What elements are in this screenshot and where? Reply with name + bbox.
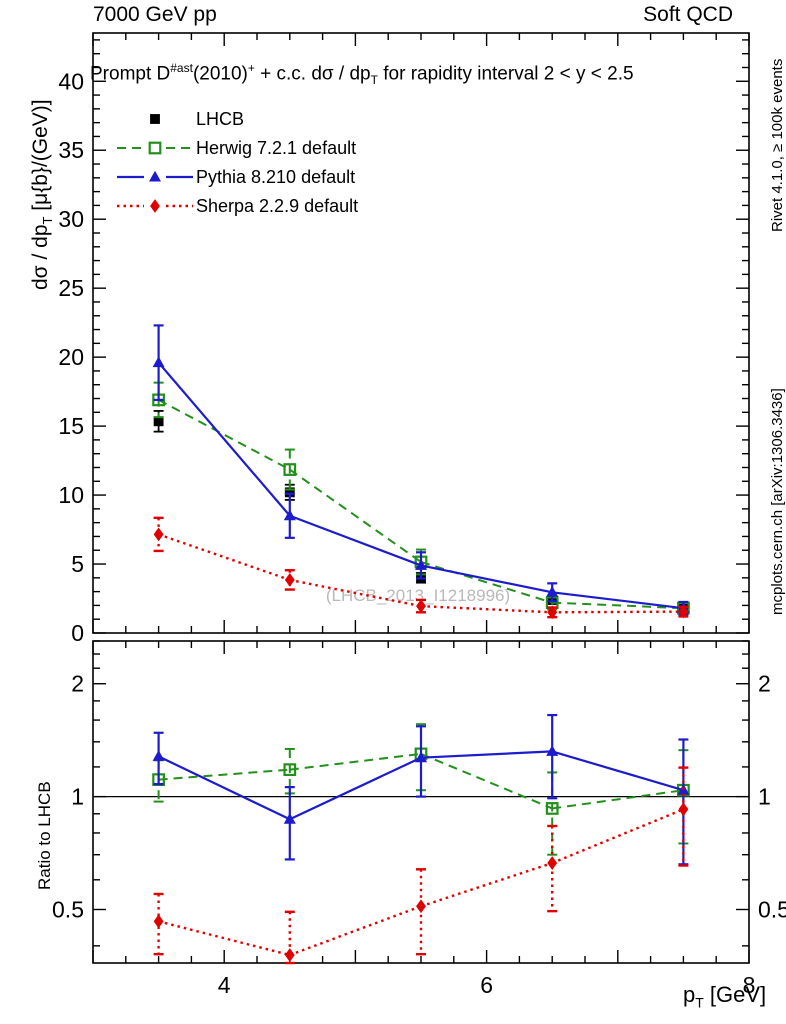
legend-label-1: Herwig 7.2.1 default: [196, 138, 357, 158]
main-y-tick-label-10: 10: [58, 482, 84, 508]
ratio-y-tick-label-left-2: 2: [71, 671, 84, 697]
marker-triangle-filled: [546, 586, 559, 597]
main-y-tick-label-15: 15: [58, 413, 84, 439]
ratio-y-tick-label-right-2: 2: [758, 671, 771, 697]
marker-triangle-filled: [283, 812, 296, 824]
series-line-pythia: [157, 361, 291, 517]
ratio-series-line: [552, 789, 684, 810]
plot-title: Prompt D#ast(2010)+ + c.c. dσ / dpT for …: [90, 62, 634, 86]
marker-square-filled: [150, 114, 160, 124]
marker-diamond-filled: [678, 802, 689, 817]
marker-square-filled: [153, 416, 164, 427]
marker-diamond-filled: [284, 572, 295, 587]
marker-triangle-filled: [152, 750, 165, 761]
series-line-sherpa: [158, 533, 291, 582]
series-line-herwig: [289, 468, 422, 563]
marker-diamond-filled: [150, 199, 160, 213]
header-left: 7000 GeV pp: [93, 3, 217, 26]
watermark-label: (LHCB_2013_I1218996): [326, 586, 510, 605]
marker-square-filled: [284, 487, 295, 498]
ratio-series-line: [420, 752, 553, 810]
plot-title-tail: for rapidity interval 2 < y < 2.5: [377, 63, 634, 85]
plot-title-sup2: +: [247, 61, 255, 75]
ratio-series-line: [420, 861, 553, 908]
x-tick-label-8: 8: [743, 972, 756, 998]
header-right: Soft QCD: [643, 3, 733, 26]
series-line-sherpa: [552, 610, 684, 614]
legend-label-0: LHCB: [196, 109, 245, 129]
marker-triangle-filled: [283, 509, 296, 521]
marker-square-open: [283, 463, 297, 476]
main-y-tick-label-25: 25: [58, 275, 84, 301]
ratio-series-line: [289, 905, 422, 957]
marker-diamond-filled: [678, 604, 689, 619]
marker-triangle-filled: [152, 356, 165, 368]
ratio-y-tick-label-right-0.5: 0.5: [758, 896, 786, 922]
x-tick-label-4: 4: [218, 972, 231, 998]
marker-diamond-filled: [416, 899, 426, 914]
ratio-series-line: [158, 768, 290, 781]
ratio-y-tick-label-left-0.5: 0.5: [52, 896, 84, 922]
main-y-tick-label-20: 20: [58, 344, 84, 370]
ratio-series-line: [289, 756, 422, 821]
legend-label-2: Pythia 8.210 default: [196, 167, 356, 187]
marker-triangle-filled: [415, 751, 427, 763]
main-y-tick-label-0: 0: [71, 620, 84, 646]
series-line-pythia: [420, 564, 553, 594]
legend-label-3: Sherpa 2.2.9 default: [196, 196, 359, 216]
series-line-pythia: [289, 514, 422, 567]
marker-diamond-filled: [153, 527, 164, 542]
marker-diamond-filled: [284, 948, 295, 962]
plot-title-prefix: Prompt D: [90, 63, 171, 85]
marker-triangle-filled: [415, 559, 427, 570]
series-line-herwig: [420, 561, 553, 604]
series-line-sherpa: [289, 578, 422, 608]
ratio-y-tick-label-right-1: 1: [758, 784, 771, 810]
marker-diamond-filled: [547, 856, 558, 870]
ratio-series-line: [289, 752, 422, 771]
marker-square-open: [283, 763, 297, 777]
ratio-series-line: [551, 808, 684, 865]
x-axis-label-a: p: [683, 982, 696, 1007]
plot-title-sup1: #ast: [170, 61, 193, 75]
marker-square-open: [545, 802, 559, 815]
ratio-series-line: [420, 750, 553, 759]
plot-title-sub: T: [370, 73, 378, 88]
main-y-tick-label-5: 5: [71, 551, 84, 577]
marker-diamond-filled: [416, 599, 426, 614]
marker-diamond-filled: [547, 605, 558, 620]
x-axis-label-sub: T: [695, 994, 704, 1011]
main-y-tick-label-40: 40: [58, 68, 84, 94]
marker-triangle-filled: [149, 170, 161, 182]
ratio-series-line: [158, 755, 291, 821]
plot-title-mid: (2010): [192, 63, 248, 85]
ratio-panel-frame: [92, 640, 750, 964]
main-panel-frame: [92, 32, 750, 634]
ratio-y-tick-label-left-1: 1: [71, 784, 84, 810]
series-line-herwig: [158, 399, 291, 471]
series-line-sherpa: [420, 604, 553, 614]
ratio-series-line: [158, 920, 291, 957]
x-tick-label-6: 6: [480, 972, 493, 998]
main-y-tick-label-35: 35: [58, 137, 84, 163]
x-axis-label-b: [GeV]: [703, 982, 767, 1007]
main-y-tick-label-30: 30: [58, 206, 84, 232]
marker-triangle-filled: [546, 745, 559, 756]
x-axis-label: pT [GeV]: [683, 982, 767, 1011]
plot-title-rest: + c.c. dσ / dp: [254, 63, 371, 85]
series-line-herwig: [552, 601, 684, 610]
ratio-series-line: [551, 750, 684, 792]
marker-square-open: [148, 141, 162, 155]
marker-diamond-filled: [153, 914, 164, 929]
series-line-pythia: [552, 591, 684, 610]
